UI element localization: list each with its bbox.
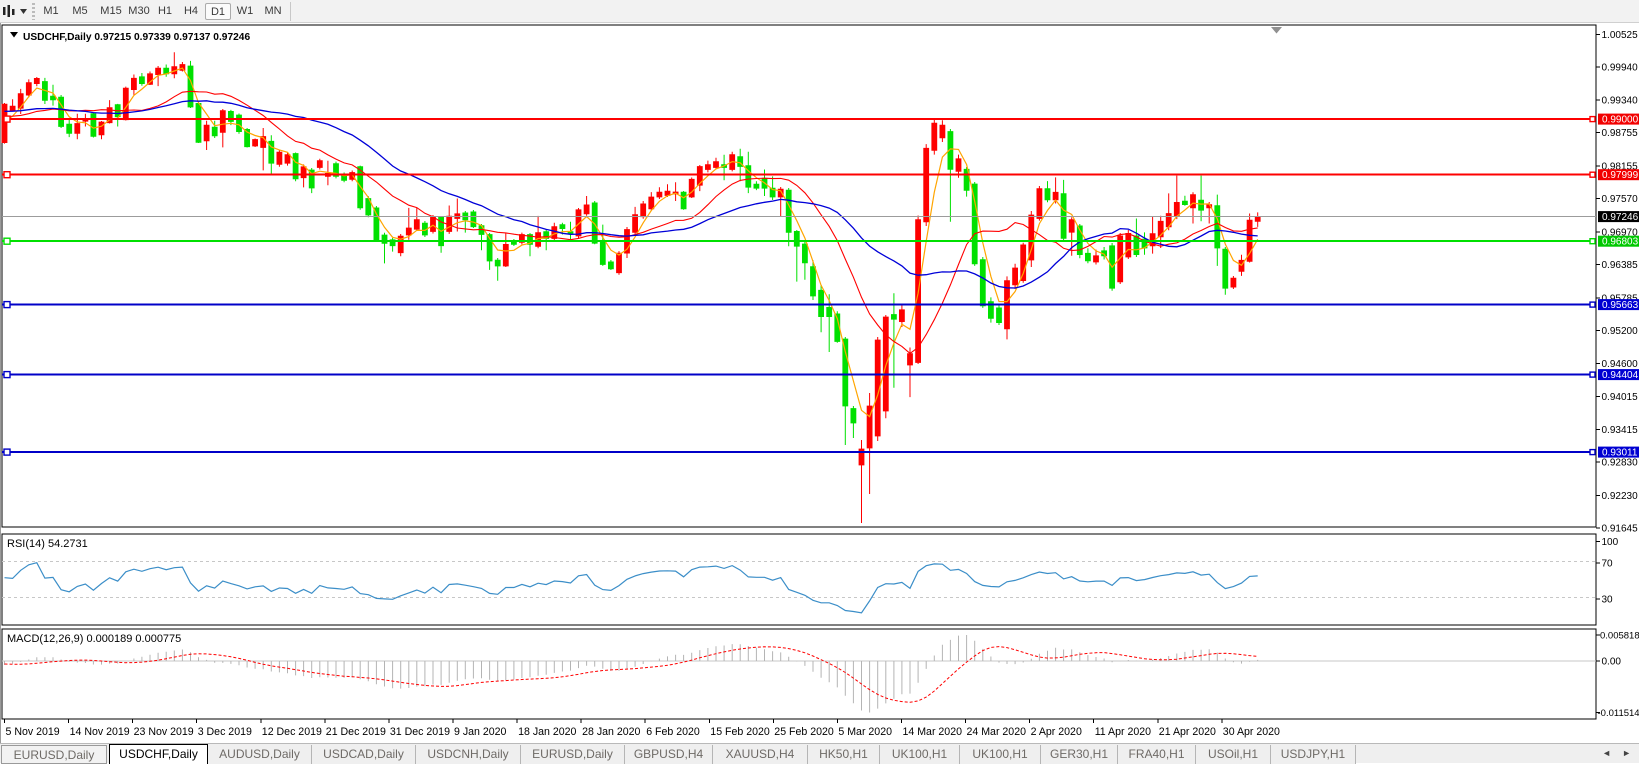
- svg-text:15 Feb 2020: 15 Feb 2020: [710, 726, 770, 738]
- svg-text:0.92230: 0.92230: [1602, 491, 1639, 502]
- svg-text:0.97246: 0.97246: [1602, 212, 1639, 223]
- svg-text:25 Feb 2020: 25 Feb 2020: [774, 726, 834, 738]
- svg-text:0.95663: 0.95663: [1602, 300, 1639, 311]
- svg-text:9 Jan 2020: 9 Jan 2020: [454, 726, 507, 738]
- svg-text:14 Nov 2019: 14 Nov 2019: [70, 726, 130, 738]
- svg-text:0.98755: 0.98755: [1602, 128, 1639, 139]
- svg-text:18 Jan 2020: 18 Jan 2020: [518, 726, 576, 738]
- svg-text:0.99340: 0.99340: [1602, 96, 1639, 107]
- svg-text:30 Apr 2020: 30 Apr 2020: [1223, 726, 1280, 738]
- svg-text:12 Dec 2019: 12 Dec 2019: [262, 726, 322, 738]
- svg-text:USDCHF,Daily 0.97215 0.97339: USDCHF,Daily 0.97215 0.97339 0.97137 0.9…: [23, 32, 250, 43]
- svg-text:70: 70: [1602, 559, 1614, 570]
- svg-text:30: 30: [1602, 595, 1614, 606]
- svg-text:0.91645: 0.91645: [1602, 524, 1639, 535]
- svg-text:1.00525: 1.00525: [1602, 30, 1639, 41]
- svg-text:MACD(12,26,9) 0.000189 0.00077: MACD(12,26,9) 0.000189 0.000775: [7, 633, 181, 645]
- svg-text:21 Apr 2020: 21 Apr 2020: [1159, 726, 1216, 738]
- svg-text:5 Nov 2019: 5 Nov 2019: [6, 726, 60, 738]
- svg-text:21 Dec 2019: 21 Dec 2019: [326, 726, 386, 738]
- svg-text:14 Mar 2020: 14 Mar 2020: [903, 726, 963, 738]
- svg-text:5 Mar 2020: 5 Mar 2020: [838, 726, 892, 738]
- svg-text:0.93415: 0.93415: [1602, 425, 1639, 436]
- svg-text:0.97570: 0.97570: [1602, 194, 1639, 205]
- svg-text:RSI(14) 54.2731: RSI(14) 54.2731: [7, 538, 88, 550]
- svg-text:0.94600: 0.94600: [1602, 359, 1639, 370]
- svg-text:23 Nov 2019: 23 Nov 2019: [134, 726, 194, 738]
- svg-text:0.99940: 0.99940: [1602, 62, 1639, 73]
- svg-text:0.93011: 0.93011: [1602, 448, 1638, 459]
- svg-text:0.94404: 0.94404: [1602, 370, 1639, 381]
- svg-text:0.00: 0.00: [1602, 657, 1622, 668]
- svg-text:2 Apr 2020: 2 Apr 2020: [1031, 726, 1082, 738]
- svg-text:28 Jan 2020: 28 Jan 2020: [582, 726, 640, 738]
- svg-text:31 Dec 2019: 31 Dec 2019: [390, 726, 450, 738]
- svg-text:0.96385: 0.96385: [1602, 260, 1639, 271]
- svg-text:0.92830: 0.92830: [1602, 458, 1639, 469]
- svg-text:3 Dec 2019: 3 Dec 2019: [198, 726, 252, 738]
- svg-text:0.96803: 0.96803: [1602, 237, 1639, 248]
- svg-text:-0.011514: -0.011514: [1598, 708, 1639, 719]
- svg-text:11 Apr 2020: 11 Apr 2020: [1095, 726, 1151, 738]
- svg-text:0.97999: 0.97999: [1602, 170, 1639, 181]
- svg-text:0.95200: 0.95200: [1602, 326, 1639, 337]
- svg-text:0.005818: 0.005818: [1600, 631, 1639, 642]
- svg-text:0.99000: 0.99000: [1602, 115, 1639, 126]
- svg-text:6 Feb 2020: 6 Feb 2020: [646, 726, 700, 738]
- svg-text:24 Mar 2020: 24 Mar 2020: [967, 726, 1027, 738]
- svg-text:0.94015: 0.94015: [1602, 392, 1639, 403]
- svg-text:100: 100: [1602, 537, 1619, 548]
